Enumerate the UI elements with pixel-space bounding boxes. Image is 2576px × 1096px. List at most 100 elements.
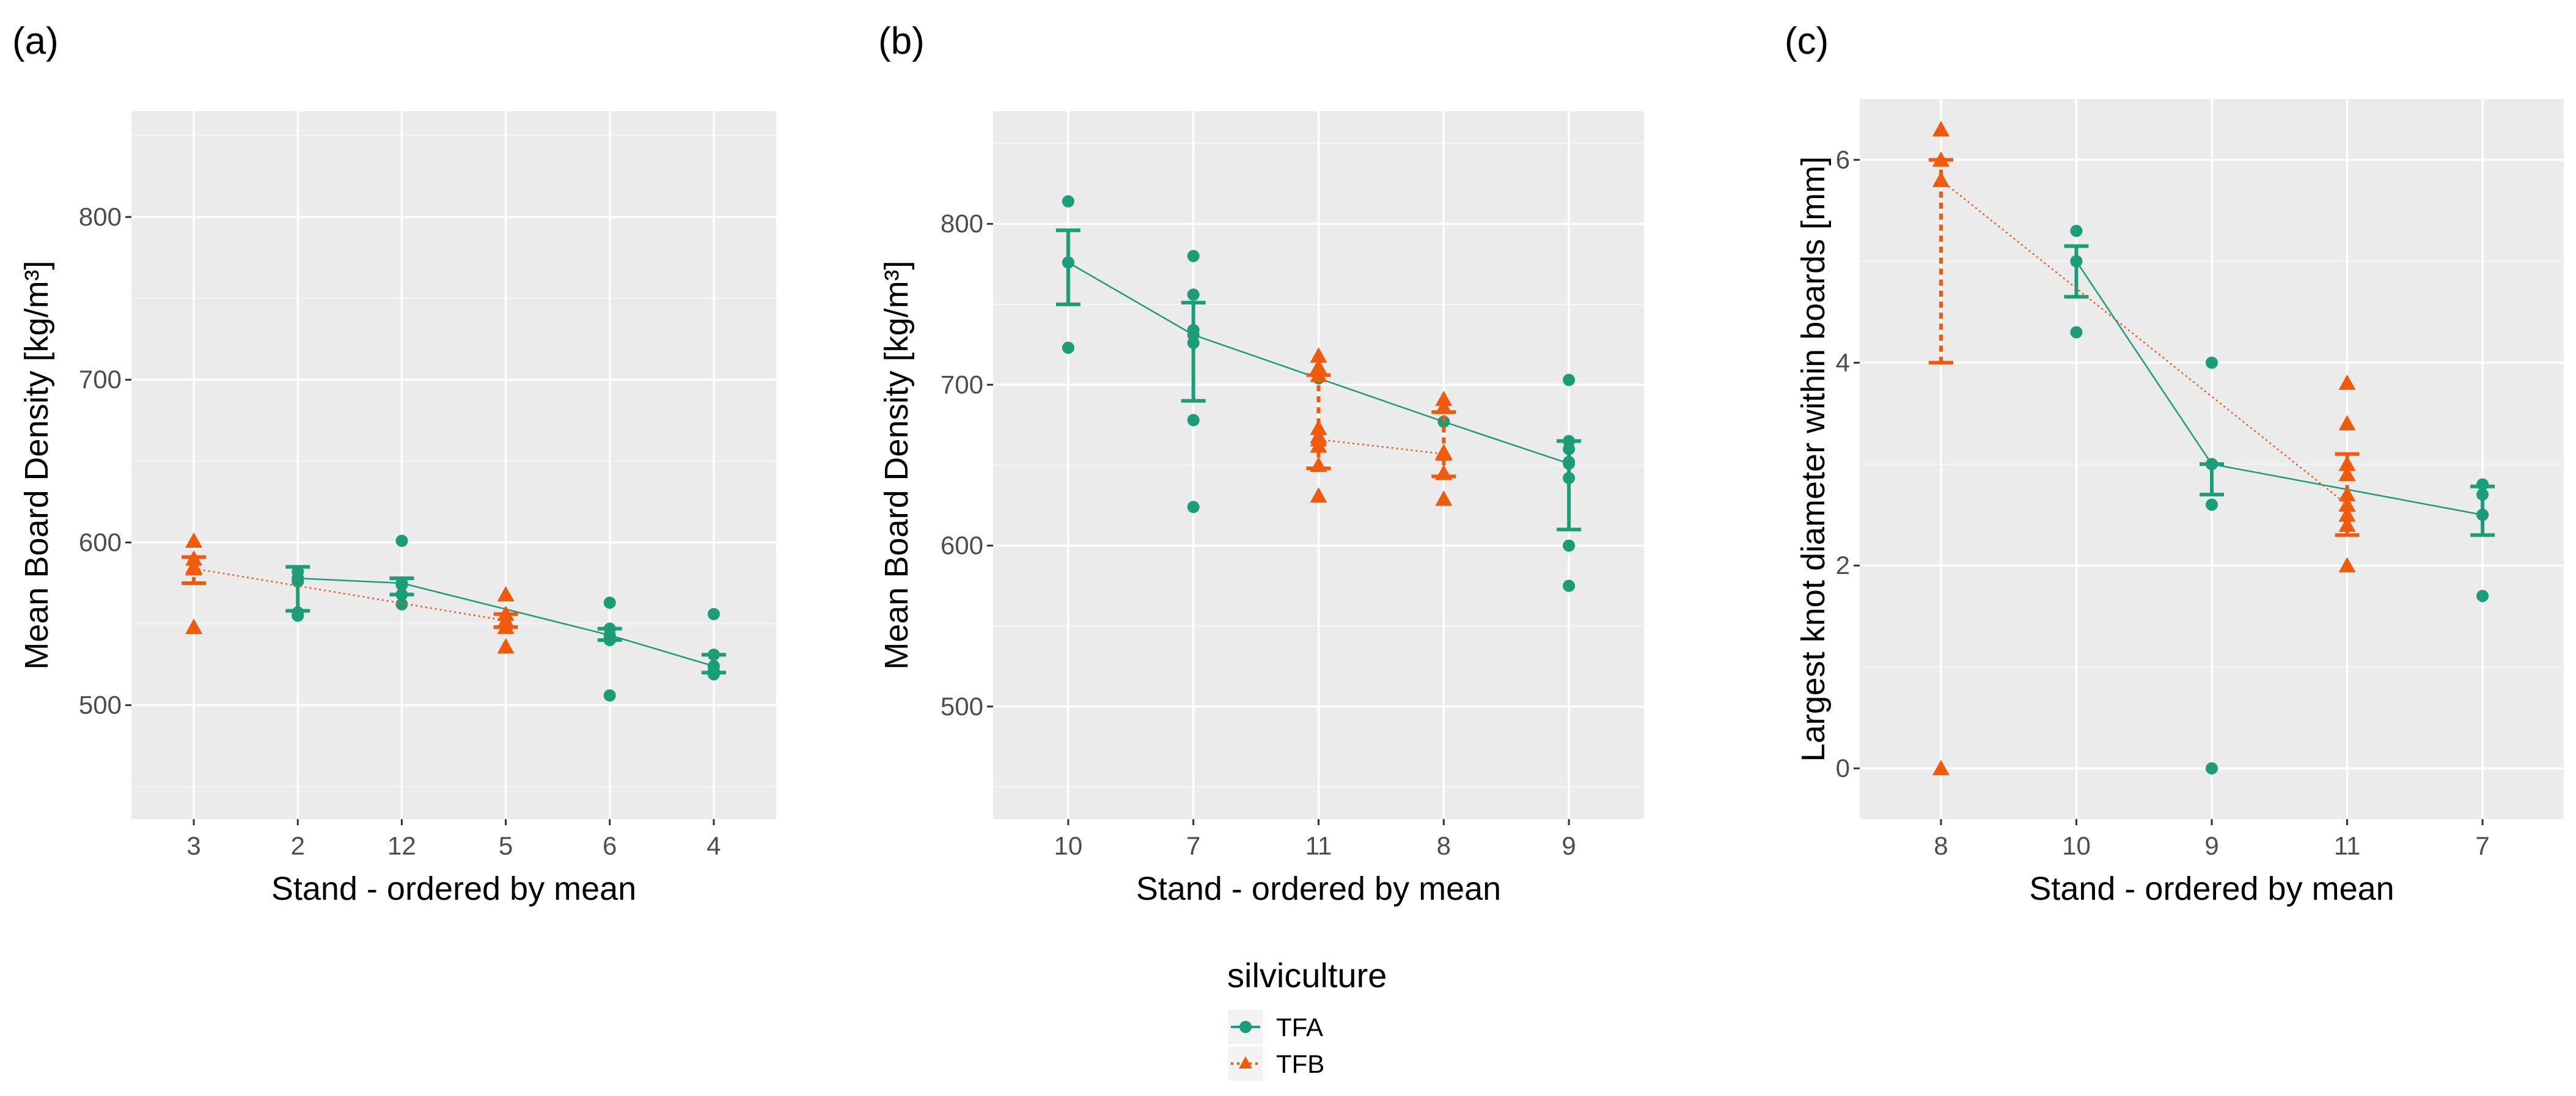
legend-key-tfb-marker (1239, 1056, 1252, 1068)
data-point (395, 534, 408, 547)
data-point (603, 689, 616, 702)
x-tick-label: 9 (1561, 831, 1576, 860)
data-point (2476, 589, 2489, 602)
data-point (1435, 465, 1453, 480)
mean-point (2476, 509, 2489, 521)
data-point (1062, 195, 1074, 208)
data-point (707, 649, 720, 661)
data-point (395, 588, 408, 601)
series-tfa (285, 534, 726, 702)
x-tick-label: 9 (2204, 831, 2218, 860)
y-tick-label: 0 (1836, 754, 1850, 782)
y-tick-label: 600 (941, 531, 983, 560)
data-point (1310, 347, 1327, 363)
data-point (2338, 557, 2356, 573)
x-tick-label: 11 (2334, 831, 2361, 860)
data-point (1310, 487, 1327, 503)
panel-tag: (c) (1785, 20, 1829, 62)
panel-tag: (a) (12, 20, 59, 62)
data-point (2338, 455, 2356, 471)
data-point (2338, 516, 2356, 532)
x-tick-label: 2 (291, 831, 305, 860)
data-point (2338, 374, 2356, 390)
data-point (185, 550, 203, 566)
panel-0: 500 600 700 800 3 2 12 5 6 4 Stand - ordered by me… (12, 20, 776, 907)
legend-entry-tfa: TFA (1228, 1010, 1323, 1044)
data-point (1563, 443, 1576, 455)
x-tick-label: 10 (1054, 831, 1083, 860)
y-tick-label: 2 (1836, 551, 1850, 579)
x-tick-label: 7 (2475, 831, 2489, 860)
series-tfb (1928, 120, 2360, 776)
legend-label-tfb: TFB (1276, 1050, 1324, 1078)
mean-line (1940, 179, 2348, 506)
data-point (292, 609, 304, 622)
data-point (2206, 498, 2218, 511)
mean-point (1062, 256, 1074, 269)
data-point (1187, 289, 1200, 301)
x-tick-label: 4 (706, 831, 721, 860)
y-axis-title: Mean Board Density [kg/m³] (878, 260, 915, 669)
data-point (395, 598, 408, 611)
x-tick-label: 11 (1305, 831, 1332, 860)
mean-point (2070, 255, 2083, 268)
data-point (603, 596, 616, 609)
data-point (2206, 356, 2218, 369)
mean-line (193, 567, 506, 622)
series-tfa (2064, 224, 2495, 775)
x-tick-label: 10 (2062, 831, 2091, 860)
x-tick-label: 8 (1934, 831, 1948, 860)
data-point (2206, 762, 2218, 775)
mean-point (1187, 328, 1200, 341)
data-point (707, 608, 720, 620)
mean-point (603, 629, 616, 642)
mean-point (1310, 430, 1327, 447)
mean-line (1318, 438, 1444, 455)
mean-point (395, 577, 408, 589)
y-tick-label: 500 (79, 691, 122, 719)
y-tick-label: 500 (941, 692, 983, 721)
y-tick-label: 800 (79, 202, 122, 231)
data-point (2476, 478, 2489, 491)
mean-point (1435, 445, 1453, 461)
plot-background (131, 111, 776, 819)
data-point (2476, 488, 2489, 501)
y-axis-title: Mean Board Density [kg/m³] (18, 260, 55, 669)
data-point (1932, 151, 1950, 167)
data-point (2338, 414, 2356, 431)
data-point (1187, 249, 1200, 262)
mean-point (2338, 496, 2356, 512)
chart-panels: 500 600 700 800 3 2 12 5 6 4 Stand - ordered by me… (12, 20, 2564, 907)
x-tick-label: 3 (186, 831, 200, 860)
data-point (1310, 358, 1327, 374)
series-tfb (182, 532, 518, 654)
y-tick-label: 700 (941, 370, 983, 399)
mean-point (1563, 457, 1576, 470)
data-point (2338, 465, 2356, 482)
data-point (1435, 490, 1453, 506)
data-point (1187, 414, 1200, 427)
data-point (185, 532, 203, 548)
legend-label-tfa: TFA (1276, 1013, 1323, 1042)
panel-1: 500 600 700 800 10 7 11 8 9 Stand - ordered by me… (878, 20, 1644, 907)
x-axis-title: Stand - ordered by mean (271, 870, 636, 907)
panel-2: 0 2 4 6 8 10 9 11 7 Stand - ordered by mean Larges… (1785, 20, 2564, 907)
data-point (497, 638, 515, 654)
data-point (1563, 539, 1576, 552)
y-tick-label: 600 (79, 528, 122, 556)
data-point (2070, 326, 2083, 339)
mean-point (1437, 415, 1450, 428)
data-point (2338, 486, 2356, 502)
data-point (185, 618, 203, 634)
x-tick-label: 7 (1186, 831, 1200, 860)
y-axis-title: Largest knot diameter within boards [mm] (1795, 156, 1832, 762)
data-point (2070, 224, 2083, 237)
data-point (1310, 419, 1327, 435)
data-point (2338, 506, 2356, 522)
data-point (1563, 373, 1576, 386)
data-point (497, 586, 515, 601)
data-point (1435, 391, 1453, 406)
legend-title: silviculture (1227, 956, 1387, 995)
panel-tag: (b) (878, 20, 925, 62)
data-point (1062, 341, 1074, 354)
